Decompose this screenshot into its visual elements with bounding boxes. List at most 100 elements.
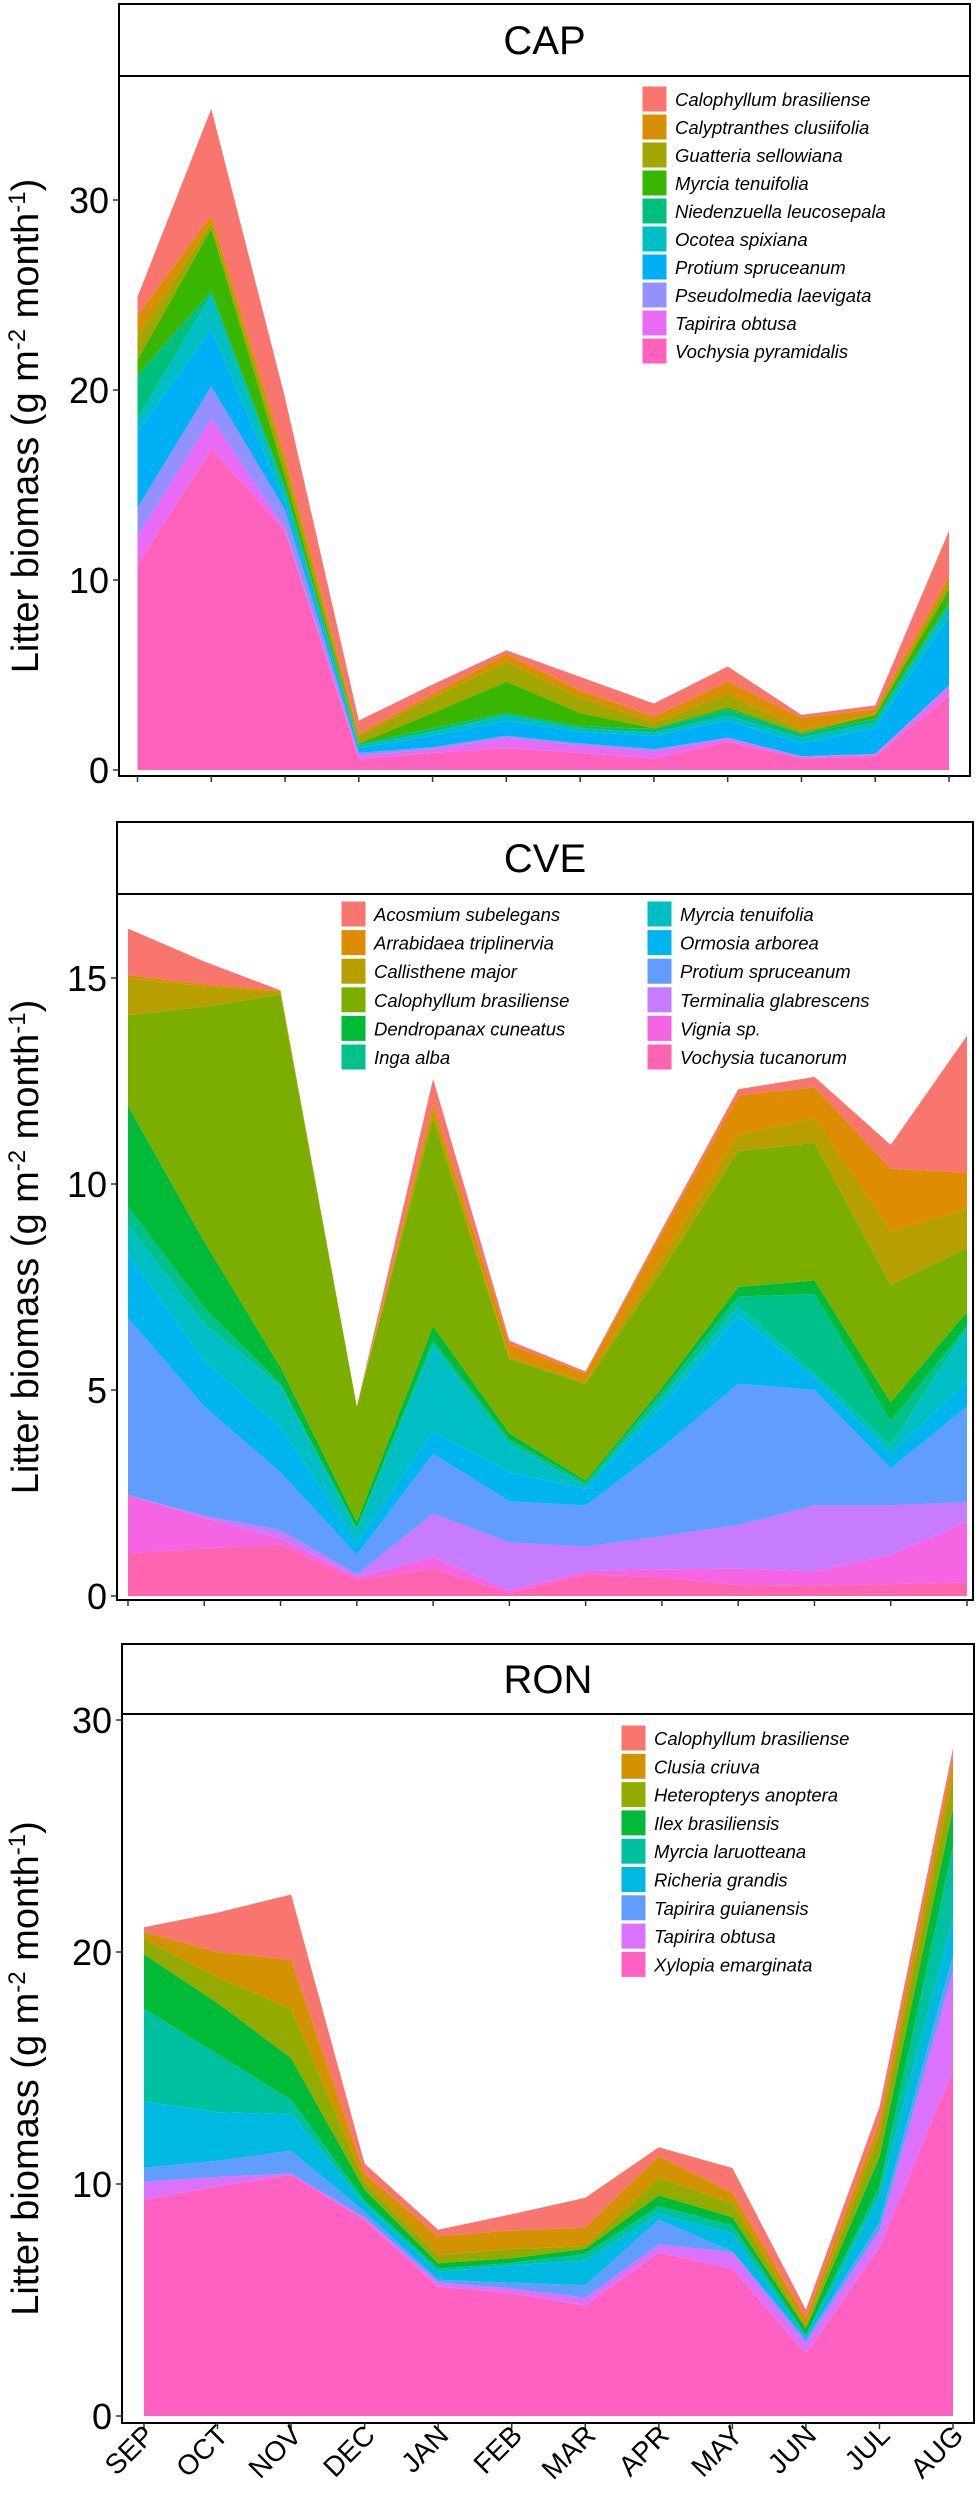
area-heteropterys-anoptera	[144, 1775, 953, 2329]
x-tick-label: JUL	[839, 2419, 896, 2476]
legend-swatch	[646, 1043, 673, 1071]
legend-label: Ilex brasiliensis	[654, 1813, 779, 1834]
legend-label: Myrcia laruotteana	[654, 1841, 806, 1862]
legend-item: Tapirira obtusa	[641, 309, 797, 337]
x-tick-label: MAR	[536, 2419, 602, 2485]
y-axis-title-text: month	[5, 213, 47, 329]
y-tick-label: 15	[67, 958, 107, 999]
legend-label: Vochysia pyramidalis	[675, 341, 848, 362]
legend-swatch	[641, 141, 668, 169]
legend-swatch	[646, 957, 673, 985]
legend-swatch	[340, 1043, 367, 1071]
area-protium-spruceanum	[128, 1317, 967, 1575]
y-axis-title-text: month	[5, 1855, 47, 1971]
legend-item: Calophyllum brasiliense	[340, 986, 569, 1014]
legend-swatch	[646, 900, 673, 928]
y-axis-title-superscript: -2	[4, 1971, 31, 1992]
legend-swatch	[641, 197, 668, 225]
legend-item: Protium spruceanum	[641, 253, 846, 281]
legend-label: Tapirira obtusa	[675, 313, 797, 334]
area-terminalia-glabrescens	[128, 1495, 967, 1591]
legend-label: Calophyllum brasiliense	[374, 990, 569, 1011]
legend-item: Vochysia tucanorum	[646, 1043, 847, 1071]
y-axis-title-superscript: -1	[4, 1012, 31, 1033]
legend-label: Clusia criuva	[654, 1756, 760, 1777]
area-myrcia-tenuifolia	[137, 228, 949, 745]
legend-item: Arrabidaea triplinervia	[340, 929, 554, 957]
area-vochysia-pyramidalis	[137, 448, 949, 770]
legend-swatch	[641, 113, 668, 141]
plot-frame	[116, 893, 974, 1601]
legend-label: Myrcia tenuifolia	[680, 904, 814, 925]
area-tapirira-obtusa	[137, 418, 949, 759]
panel-ron: RON 0 10 20 30 Litter biomass (g m-2 month-1)…	[4, 1643, 975, 2485]
legend-swatch	[340, 957, 367, 985]
legend-label: Ocotea spixiana	[675, 229, 808, 250]
legend-item: Acosmium subelegans	[340, 900, 560, 928]
y-tick-label: 20	[69, 370, 109, 411]
legend-item: Ilex brasiliensis	[620, 1809, 779, 1837]
legend-item: Heteropterys anoptera	[620, 1781, 838, 1809]
legend-item: Calophyllum brasiliense	[620, 1724, 849, 1752]
legend-item: Ocotea spixiana	[641, 225, 808, 253]
area-myrcia-tenuifolia	[128, 1225, 967, 1543]
panel-cap: CAP 0 10 20 30 Litter biomass (g m-2 month-1)…	[4, 3, 971, 791]
legend-label: Dendropanax cuneatus	[374, 1018, 565, 1039]
legend-label: Calyptranthes clusiifolia	[675, 117, 869, 138]
legend-item: Dendropanax cuneatus	[340, 1014, 565, 1042]
legend-item: Tapirira obtusa	[620, 1922, 776, 1950]
legend-swatch	[620, 1950, 647, 1978]
legend-item: Myrcia laruotteana	[620, 1837, 806, 1865]
y-axis-title: Litter biomass (g m-2 month-1)	[4, 1000, 48, 1495]
x-tick-label: JAN	[395, 2419, 454, 2478]
y-axis-title-text: )	[5, 179, 47, 192]
legend-swatch	[620, 1724, 647, 1752]
y-axis-title-superscript: -2	[4, 329, 31, 350]
area-acosmium-subelegans	[128, 928, 967, 1407]
legend-swatch	[641, 225, 668, 253]
area-pseudolmedia-laevigata	[137, 386, 949, 757]
area-protium-spruceanum	[137, 329, 949, 757]
area-vochysia-tucanorum	[128, 1544, 967, 1596]
legend-item: Guatteria sellowiana	[641, 141, 843, 169]
legend-swatch	[620, 1837, 647, 1865]
area-vignia-sp-	[128, 1495, 967, 1594]
panel-strip	[121, 1643, 975, 1715]
legend-label: Richeria grandis	[654, 1870, 788, 1891]
panel-title: RON	[504, 1658, 593, 1702]
legend-label: Inga alba	[374, 1047, 450, 1068]
legend-item: Inga alba	[340, 1043, 450, 1071]
legend-item: Tapirira guianensis	[620, 1894, 809, 1922]
legend-item: Richeria grandis	[620, 1866, 788, 1893]
legend-swatch	[620, 1922, 647, 1950]
legend-swatch	[641, 253, 668, 281]
legend-swatch	[620, 1866, 647, 1893]
y-axis-title-superscript: -2	[4, 1150, 31, 1171]
y-tick-label: 30	[72, 1700, 112, 1741]
legend-item: Vignia sp.	[646, 1014, 761, 1042]
y-axis-title-text: Litter biomass (g m	[5, 1171, 47, 1494]
y-axis-title-superscript: -1	[4, 191, 31, 212]
area-xylopia-emarginata	[144, 2069, 953, 2416]
legend-item: Pseudolmedia laevigata	[641, 281, 871, 309]
legend-swatch	[646, 929, 673, 957]
y-tick-label: 0	[92, 2396, 112, 2437]
x-tick-label: FEB	[468, 2419, 528, 2479]
legend-swatch	[620, 1781, 647, 1809]
y-tick-label: 10	[72, 2164, 112, 2205]
panel-strip	[118, 3, 971, 77]
legend-label: Calophyllum brasiliense	[654, 1728, 849, 1749]
legend-item: Calophyllum brasiliense	[641, 85, 870, 113]
legend-item: Vochysia pyramidalis	[641, 337, 848, 365]
legend-label: Arrabidaea triplinervia	[373, 933, 554, 954]
legend-label: Protium spruceanum	[675, 257, 846, 278]
x-tick-label: APR	[612, 2419, 675, 2482]
panel-title: CAP	[503, 19, 585, 63]
legend-label: Xylopia emarginata	[653, 1954, 812, 1975]
legend-swatch	[646, 986, 673, 1014]
legend-item: Myrcia tenuifolia	[641, 169, 809, 197]
legend-item: Niedenzuella leucosepala	[641, 197, 886, 225]
legend-label: Tapirira obtusa	[654, 1926, 776, 1947]
y-axis-title-text: )	[5, 1821, 47, 1834]
